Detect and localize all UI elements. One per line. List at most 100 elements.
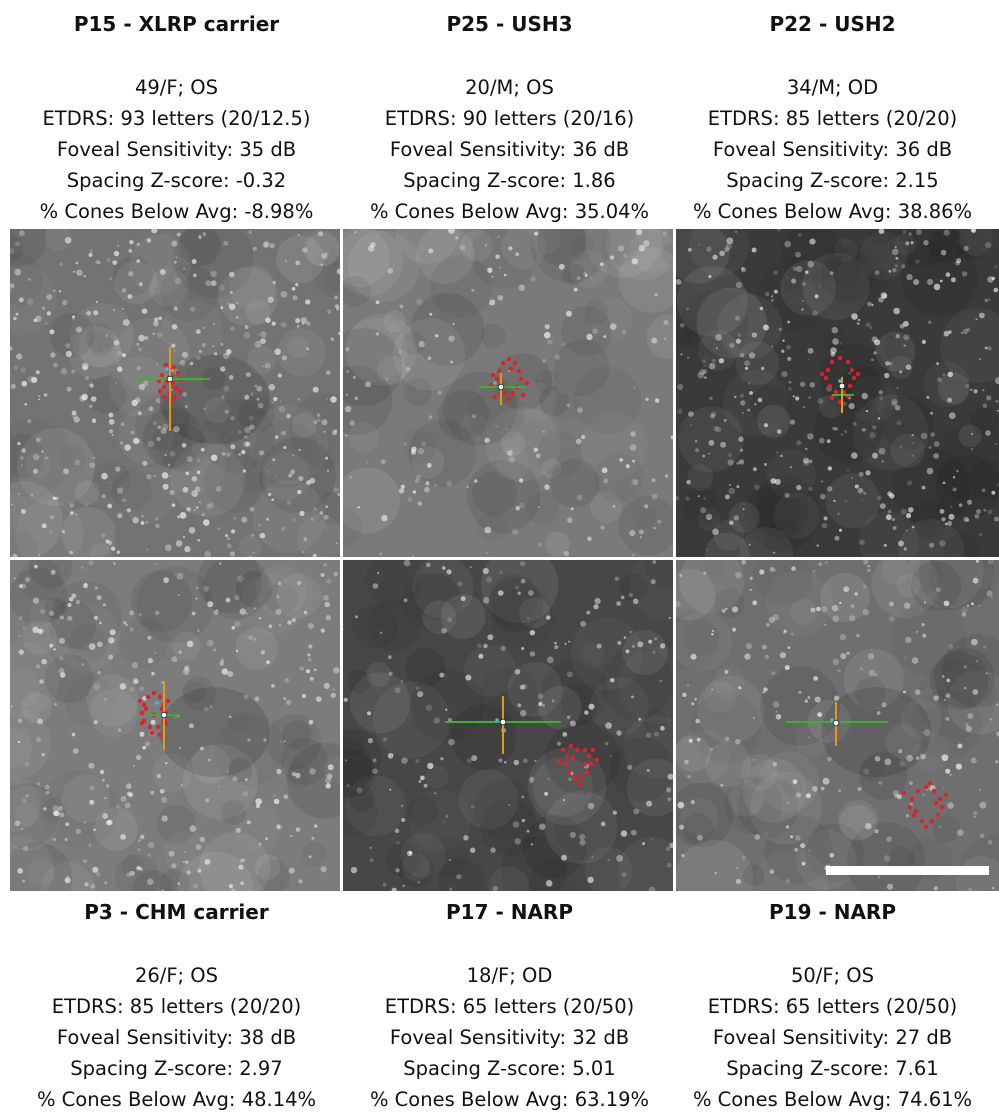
stimulus-dot <box>938 797 942 801</box>
peak-density-marker <box>493 381 497 385</box>
panel-etdrs: ETDRS: 65 letters (20/50) <box>343 991 676 1022</box>
panel-cones-below-avg: % Cones Below Avg: 38.86% <box>666 196 999 227</box>
stimulus-dot <box>509 367 513 371</box>
aoslo-image <box>343 560 673 891</box>
stimulus-dot <box>930 819 934 823</box>
stimulus-dot <box>567 770 571 774</box>
stimulus-dot <box>585 770 589 774</box>
stimulus-dot <box>910 797 914 801</box>
stimulus-dot <box>932 789 936 793</box>
stimulus-dot <box>902 791 906 795</box>
aoslo-image <box>343 229 673 557</box>
stimulus-dot <box>589 762 593 766</box>
panel-cones-below-avg: % Cones Below Avg: 35.04% <box>343 196 676 227</box>
stimulus-dot <box>493 395 497 399</box>
panel-spacing-zscore: Spacing Z-score: 5.01 <box>343 1053 676 1084</box>
stimulus-dot <box>595 758 599 762</box>
stimulus-dot <box>557 760 561 764</box>
retina-image-p17 <box>343 560 673 891</box>
stimulus-dot <box>591 748 595 752</box>
stimulus-dot <box>138 699 142 703</box>
stimulus-dot <box>569 744 573 748</box>
panel-etdrs: ETDRS: 65 letters (20/50) <box>666 991 999 1022</box>
stimulus-dot <box>521 393 525 397</box>
stimulus-dot <box>148 725 152 729</box>
panel-cones-below-avg: % Cones Below Avg: 63.19% <box>343 1084 676 1115</box>
stimulus-dot <box>501 361 505 365</box>
stimulus-dot <box>850 368 854 372</box>
stimulus-dot <box>940 805 944 809</box>
panel-demographics: 50/F; OS <box>666 960 999 991</box>
stimulus-dot <box>507 397 511 401</box>
stimulus-dot <box>908 805 912 809</box>
stimulus-dot <box>587 754 591 758</box>
stimulus-dot <box>158 695 162 699</box>
stimulus-dot <box>491 373 495 377</box>
stimulus-dot <box>144 707 148 711</box>
stimulus-dot <box>571 756 575 760</box>
stimulus-dot <box>912 813 916 817</box>
panel-label-p19: P19 - NARP 50/F; OS ETDRS: 65 letters (2… <box>666 898 999 1115</box>
retina-image-p19 <box>676 560 999 891</box>
panel-spacing-zscore: Spacing Z-score: 7.61 <box>666 1053 999 1084</box>
panel-title: P25 - USH3 <box>343 10 676 38</box>
stimulus-dot <box>513 361 517 365</box>
stimulus-dot <box>838 356 842 360</box>
aoslo-image <box>676 560 999 891</box>
stimulus-dot <box>158 389 162 393</box>
stimulus-dot <box>507 357 511 361</box>
panel-foveal-sensitivity: Foveal Sensitivity: 32 dB <box>343 1022 676 1053</box>
panel-title: P3 - CHM carrier <box>10 898 343 926</box>
peak-density-marker <box>155 701 159 705</box>
prl-marker <box>500 719 506 725</box>
stimulus-dot <box>846 360 850 364</box>
panel-title: P19 - NARP <box>666 898 999 926</box>
stimulus-dot <box>924 825 928 829</box>
stimulus-dot <box>173 395 177 399</box>
peak-density-marker <box>838 379 842 383</box>
panel-cones-below-avg: % Cones Below Avg: -8.98% <box>10 196 343 227</box>
retina-image-p3 <box>10 560 340 891</box>
panel-demographics: 26/F; OS <box>10 960 343 991</box>
prl-marker <box>498 384 504 390</box>
panel-label-p17: P17 - NARP 18/F; OD ETDRS: 65 letters (2… <box>343 898 676 1115</box>
panel-label-p25: P25 - USH3 20/M; OS ETDRS: 90 letters (2… <box>343 10 676 227</box>
panel-cones-below-avg: % Cones Below Avg: 48.14% <box>10 1084 343 1115</box>
stimulus-dot <box>495 377 499 381</box>
retina-image-grid <box>10 229 999 891</box>
panel-foveal-sensitivity: Foveal Sensitivity: 38 dB <box>10 1022 343 1053</box>
panel-etdrs: ETDRS: 90 letters (20/16) <box>343 103 676 134</box>
stimulus-dot <box>178 389 182 393</box>
prl-marker <box>167 376 173 382</box>
stimulus-dot <box>150 731 154 735</box>
peak-density-marker <box>830 718 834 722</box>
panel-etdrs: ETDRS: 85 letters (20/20) <box>10 991 343 1022</box>
retina-image-p22 <box>676 229 999 557</box>
panel-foveal-sensitivity: Foveal Sensitivity: 36 dB <box>343 134 676 165</box>
stimulus-dot <box>166 699 170 703</box>
stimulus-dot <box>830 360 834 364</box>
panel-etdrs: ETDRS: 85 letters (20/20) <box>666 103 999 134</box>
stimulus-dot <box>579 776 583 780</box>
stimulus-dot <box>824 376 828 380</box>
aoslo-image <box>10 560 340 891</box>
stimulus-dot <box>928 781 932 785</box>
panel-foveal-sensitivity: Foveal Sensitivity: 27 dB <box>666 1022 999 1053</box>
stimulus-dot <box>852 376 856 380</box>
stimulus-dot <box>140 711 144 715</box>
stimulus-dot <box>503 391 507 395</box>
panel-demographics: 49/F; OS <box>10 72 343 103</box>
stimulus-dot <box>936 813 940 817</box>
peak-density-marker <box>165 367 169 371</box>
scale-bar <box>826 866 989 875</box>
panel-spacing-zscore: Spacing Z-score: 1.86 <box>343 165 676 196</box>
stimulus-dot <box>561 748 565 752</box>
panel-cones-below-avg: % Cones Below Avg: 74.61% <box>666 1084 999 1115</box>
stimulus-dot <box>934 801 938 805</box>
stimulus-dot <box>583 762 587 766</box>
panel-demographics: 34/M; OD <box>666 72 999 103</box>
panel-foveal-sensitivity: Foveal Sensitivity: 36 dB <box>666 134 999 165</box>
stimulus-dot <box>575 748 579 752</box>
stimulus-dot <box>573 776 577 780</box>
panel-foveal-sensitivity: Foveal Sensitivity: 35 dB <box>10 134 343 165</box>
